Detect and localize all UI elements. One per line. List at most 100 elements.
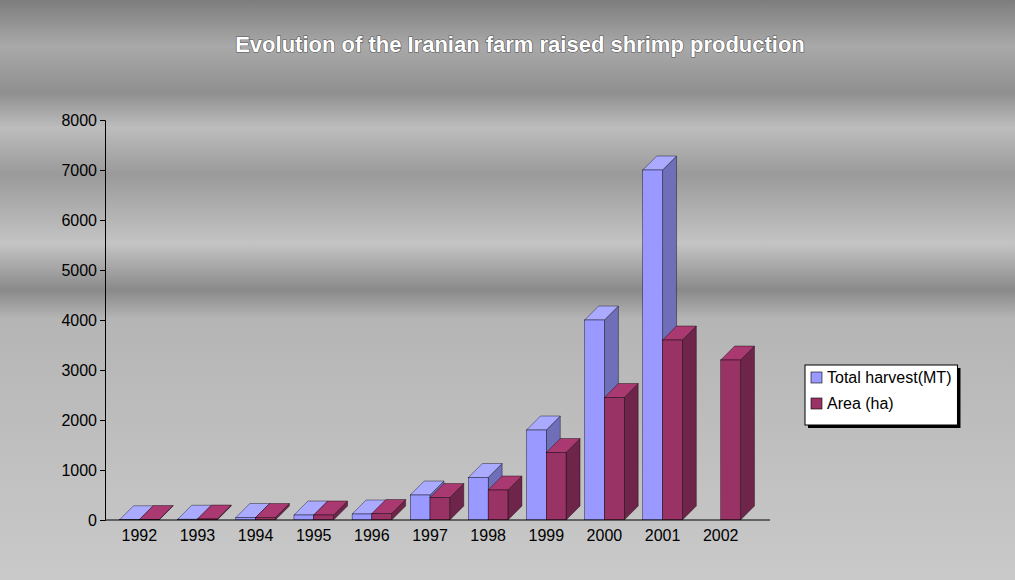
bar-top [604, 384, 638, 398]
x-tick: 1996 [354, 527, 390, 544]
bar [410, 495, 430, 520]
x-tick-label: 1993 [180, 527, 216, 544]
y-tick-label: 7000 [61, 162, 97, 179]
y-tick-mark [100, 370, 105, 371]
x-tick: 2001 [645, 527, 681, 544]
bar-top [197, 505, 231, 519]
bar-top [468, 464, 502, 478]
x-tick-label: 1996 [354, 527, 390, 544]
bar [585, 320, 605, 520]
bar [643, 170, 663, 520]
bar-top [585, 306, 619, 320]
x-tick-label: 1995 [296, 527, 332, 544]
x-tick-label: 1994 [238, 527, 274, 544]
y-tick-label: 5000 [61, 262, 97, 279]
y-tick: 2000 [61, 412, 105, 429]
bar-top [721, 346, 755, 360]
bar [663, 340, 683, 520]
x-tick-label: 1992 [122, 527, 158, 544]
bar-side [566, 439, 580, 521]
bar [488, 490, 508, 520]
legend-swatch [811, 372, 822, 383]
y-tick-mark [100, 470, 105, 471]
legend-label: Area (ha) [827, 395, 894, 412]
y-tick-label: 3000 [61, 362, 97, 379]
bar-top [546, 439, 580, 453]
x-tick-label: 1999 [528, 527, 564, 544]
bar [352, 514, 372, 520]
y-tick: 1000 [61, 462, 105, 479]
legend-label: Total harvest(MT) [827, 369, 951, 386]
y-tick: 0 [88, 512, 105, 529]
x-tick: 2000 [587, 527, 623, 544]
y-tick-mark [100, 420, 105, 421]
x-tick-label: 2000 [587, 527, 623, 544]
bar-top [314, 501, 348, 515]
background [0, 0, 1015, 580]
legend-item: Area (ha) [811, 395, 894, 412]
bar-top [430, 484, 464, 498]
bar-top [527, 416, 561, 430]
x-tick-label: 1997 [412, 527, 448, 544]
y-tick-mark [100, 320, 105, 321]
y-tick-mark [100, 120, 105, 121]
bar [372, 514, 392, 521]
x-axis: 1992 1993 1994 1995 1996 1997 1998 1999 2000 2001… [105, 520, 770, 544]
bar-top [488, 476, 522, 490]
x-axis-line [105, 520, 770, 521]
bars [120, 156, 755, 520]
bar [721, 360, 741, 520]
series [120, 156, 677, 520]
title: Evolution of the Iranian farm raised shr… [235, 32, 805, 57]
y-tick-label: 8000 [61, 112, 97, 129]
bar-top [139, 506, 173, 520]
bar-side [624, 384, 638, 521]
bar-top [372, 500, 406, 514]
series [139, 326, 754, 520]
bar [468, 478, 488, 521]
bar-top [663, 326, 697, 340]
y-tick-label: 0 [88, 512, 97, 529]
y-tick: 3000 [61, 362, 105, 379]
y-tick-mark [100, 270, 105, 271]
x-tick: 1995 [296, 527, 332, 544]
legend-swatch [811, 398, 822, 409]
legend: Total harvest(MT) Area (ha) [805, 365, 960, 428]
y-tick-mark [100, 170, 105, 171]
x-tick: 1994 [238, 527, 274, 544]
y-tick: 8000 [61, 112, 105, 129]
x-tick: 1993 [180, 527, 216, 544]
bar [314, 515, 334, 520]
y-tick: 5000 [61, 262, 105, 279]
y-tick: 6000 [61, 212, 105, 229]
y-tick-label: 4000 [61, 312, 97, 329]
bar-side [740, 346, 754, 520]
y-tick: 4000 [61, 312, 105, 329]
bar [546, 453, 566, 521]
y-axis-line [100, 121, 106, 521]
y-tick-mark [100, 220, 105, 221]
bar-side [682, 326, 696, 520]
x-tick-label: 2002 [703, 527, 739, 544]
legend-box [805, 365, 957, 425]
x-tick: 2002 [703, 527, 739, 544]
y-tick-mark [100, 520, 105, 521]
y-tick-label: 1000 [61, 462, 97, 479]
y-tick-label: 2000 [61, 412, 97, 429]
x-tick: 1999 [528, 527, 564, 544]
chart: 0100020003000400050006000700080001992199… [0, 0, 1015, 580]
legend-item: Total harvest(MT) [811, 369, 951, 386]
bar [527, 430, 547, 520]
bar [430, 498, 450, 521]
y-tick: 7000 [61, 162, 105, 179]
y-tick-label: 6000 [61, 212, 97, 229]
x-tick: 1997 [412, 527, 448, 544]
x-tick: 1992 [122, 527, 158, 544]
bar [604, 398, 624, 521]
bar-top [256, 504, 290, 518]
x-tick-label: 1998 [470, 527, 506, 544]
y-axis: 0 1000 2000 3000 4000 5000 6000 7000 8000 [61, 112, 105, 529]
x-tick-label: 2001 [645, 527, 681, 544]
x-tick: 1998 [470, 527, 506, 544]
bar-top [643, 156, 677, 170]
